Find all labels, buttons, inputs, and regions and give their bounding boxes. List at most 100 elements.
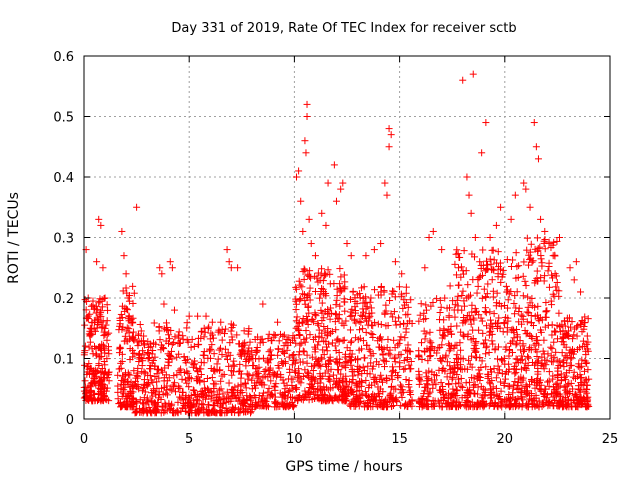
- data-point: [174, 398, 182, 406]
- data-point: [439, 385, 447, 393]
- data-point: [407, 391, 415, 399]
- data-point: [453, 322, 461, 330]
- data-point: [174, 409, 182, 417]
- data-point: [315, 338, 323, 346]
- data-point: [324, 179, 332, 187]
- data-point: [195, 409, 203, 417]
- data-point: [166, 258, 174, 266]
- grid-lines: [84, 56, 610, 419]
- data-point: [198, 327, 206, 335]
- data-point: [384, 335, 392, 343]
- data-point: [337, 273, 345, 281]
- data-point: [92, 380, 100, 388]
- data-point: [296, 331, 304, 339]
- data-point: [429, 227, 437, 235]
- data-point: [86, 332, 94, 340]
- data-point: [267, 351, 275, 359]
- data-point: [202, 312, 210, 320]
- data-point: [404, 319, 412, 327]
- data-point: [261, 372, 269, 380]
- data-point: [407, 357, 415, 365]
- data-point: [178, 375, 186, 383]
- data-point: [190, 357, 198, 365]
- data-point: [520, 347, 528, 355]
- data-point: [127, 378, 135, 386]
- data-point: [96, 388, 104, 396]
- data-point: [447, 330, 455, 338]
- data-point: [160, 300, 168, 308]
- data-point: [101, 361, 109, 369]
- data-point: [105, 377, 113, 385]
- data-point: [269, 372, 277, 380]
- data-point: [340, 298, 348, 306]
- data-point: [311, 309, 319, 317]
- data-point: [457, 346, 465, 354]
- y-tick-label: 0.6: [53, 50, 74, 65]
- data-point: [224, 356, 232, 364]
- data-point: [193, 400, 201, 408]
- data-point: [212, 380, 220, 388]
- data-point: [453, 351, 461, 359]
- data-point: [571, 325, 579, 333]
- data-point: [206, 335, 214, 343]
- data-point: [200, 351, 208, 359]
- data-point: [239, 398, 247, 406]
- data-point: [281, 385, 289, 393]
- data-point: [533, 234, 541, 242]
- data-point: [280, 331, 288, 339]
- data-point: [130, 289, 138, 297]
- data-point: [241, 351, 249, 359]
- data-point: [346, 346, 354, 354]
- data-point: [371, 286, 379, 294]
- data-point: [99, 317, 107, 325]
- data-point: [566, 264, 574, 272]
- data-point: [210, 401, 218, 409]
- data-point: [434, 344, 442, 352]
- data-point: [300, 335, 308, 343]
- y-tick-label: 0.4: [53, 171, 74, 186]
- data-point: [216, 328, 224, 336]
- data-point: [401, 301, 409, 309]
- data-point: [93, 305, 101, 313]
- data-point: [366, 298, 374, 306]
- data-point: [260, 367, 268, 375]
- data-point: [298, 283, 306, 291]
- data-point: [120, 377, 128, 385]
- data-point: [314, 319, 322, 327]
- data-point: [339, 179, 347, 187]
- data-point: [327, 304, 335, 312]
- data-point: [89, 370, 97, 378]
- data-point: [527, 240, 535, 248]
- data-point: [154, 366, 162, 374]
- data-point: [404, 341, 412, 349]
- data-point: [301, 366, 309, 374]
- data-point: [371, 373, 379, 381]
- data-point: [545, 262, 553, 270]
- data-point: [581, 367, 589, 375]
- data-point: [281, 359, 289, 367]
- data-point: [374, 337, 382, 345]
- data-point: [324, 266, 332, 274]
- data-point: [263, 356, 271, 364]
- data-point: [322, 343, 330, 351]
- data-point: [547, 343, 555, 351]
- data-point: [486, 308, 494, 316]
- plot-frame: [83, 55, 611, 420]
- data-point: [437, 303, 445, 311]
- data-point: [304, 292, 312, 300]
- data-point: [303, 317, 311, 325]
- data-point: [584, 366, 592, 374]
- data-point: [292, 324, 300, 332]
- data-point: [427, 352, 435, 360]
- data-point: [182, 407, 190, 415]
- data-point: [274, 361, 282, 369]
- data-point: [292, 297, 300, 305]
- data-point: [383, 377, 391, 385]
- data-point: [344, 383, 352, 391]
- data-point: [143, 407, 151, 415]
- data-point: [189, 386, 197, 394]
- data-point: [405, 377, 413, 385]
- data-point: [391, 395, 399, 403]
- data-point: [518, 396, 526, 404]
- data-point: [360, 283, 368, 291]
